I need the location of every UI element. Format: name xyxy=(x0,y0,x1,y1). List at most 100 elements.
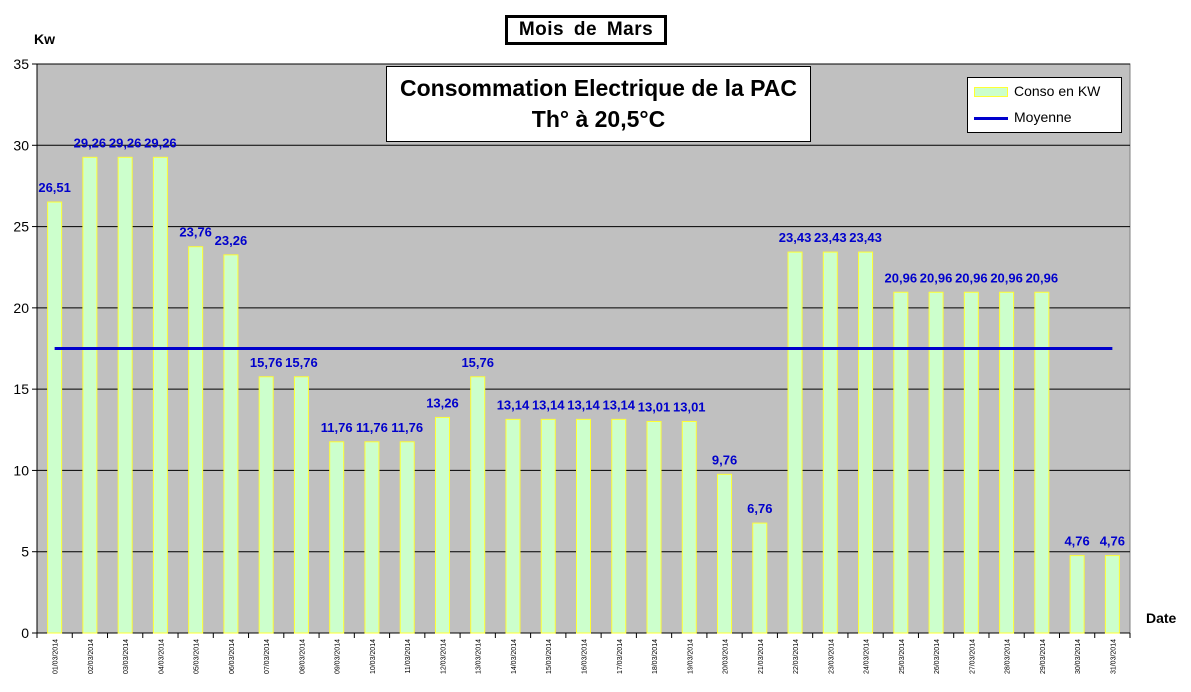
data-label-18: 13,01 xyxy=(638,399,671,414)
x-tick-label-13: 13/03/2014 xyxy=(476,639,483,674)
data-label-4: 29,26 xyxy=(144,135,177,150)
data-label-12: 13,26 xyxy=(426,395,459,410)
bar-27 xyxy=(963,291,979,634)
x-tick-label-18: 18/03/2014 xyxy=(652,639,659,674)
data-label-28: 20,96 xyxy=(990,270,1023,285)
x-tick-label-27: 27/03/2014 xyxy=(969,639,976,674)
x-tick-label-22: 22/03/2014 xyxy=(793,639,800,674)
bar-21 xyxy=(752,522,768,634)
data-label-25: 20,96 xyxy=(885,270,918,285)
x-tick-label-16: 16/03/2014 xyxy=(582,639,589,674)
data-label-5: 23,76 xyxy=(179,225,212,240)
bar-1 xyxy=(47,201,63,634)
bar-18 xyxy=(646,420,662,634)
y-tick-label-5: 5 xyxy=(21,544,29,560)
y-tick-label-30: 30 xyxy=(13,137,29,153)
x-tick-label-7: 07/03/2014 xyxy=(264,639,271,674)
data-label-29: 20,96 xyxy=(1026,270,1059,285)
x-tick-label-17: 17/03/2014 xyxy=(617,639,624,674)
bar-19 xyxy=(681,420,697,634)
data-label-19: 13,01 xyxy=(673,399,706,414)
x-tick-label-30: 30/03/2014 xyxy=(1075,639,1082,674)
bar-4 xyxy=(152,156,168,634)
bar-10 xyxy=(364,441,380,634)
x-tick-label-28: 28/03/2014 xyxy=(1005,639,1012,674)
data-label-7: 15,76 xyxy=(250,355,283,370)
data-label-14: 13,14 xyxy=(497,397,530,412)
x-tick-label-31: 31/03/2014 xyxy=(1110,639,1117,674)
bar-3 xyxy=(117,156,133,634)
x-tick-label-3: 03/03/2014 xyxy=(123,639,130,674)
data-label-16: 13,14 xyxy=(567,397,600,412)
data-label-11: 11,76 xyxy=(391,420,423,435)
data-label-20: 9,76 xyxy=(712,452,737,467)
bar-15 xyxy=(540,418,556,634)
bar-16 xyxy=(576,418,591,634)
x-tick-label-12: 12/03/2014 xyxy=(440,639,447,674)
x-tick-label-26: 26/03/2014 xyxy=(934,639,941,674)
x-tick-label-29: 29/03/2014 xyxy=(1040,639,1047,674)
x-tick-label-2: 02/03/2014 xyxy=(88,639,95,674)
bar-17 xyxy=(611,418,627,634)
legend-swatch-conso xyxy=(974,87,1008,97)
x-tick-label-5: 05/03/2014 xyxy=(194,639,201,674)
data-label-9: 11,76 xyxy=(321,420,353,435)
data-label-3: 29,26 xyxy=(109,135,142,150)
x-tick-label-4: 04/03/2014 xyxy=(158,639,165,674)
x-tick-label-6: 06/03/2014 xyxy=(229,639,236,674)
x-tick-label-24: 24/03/2014 xyxy=(864,639,871,674)
data-label-30: 4,76 xyxy=(1064,534,1089,549)
month-title-box: Mois de Mars xyxy=(505,15,667,45)
data-label-21: 6,76 xyxy=(747,501,772,516)
data-label-17: 13,14 xyxy=(602,397,635,412)
x-tick-label-8: 08/03/2014 xyxy=(299,639,306,674)
bar-30 xyxy=(1069,555,1085,634)
chart-title: Consommation Electrique de la PAC xyxy=(399,75,798,101)
bar-22 xyxy=(787,251,803,634)
data-label-6: 23,26 xyxy=(215,233,248,248)
bar-11 xyxy=(399,441,415,634)
bar-9 xyxy=(329,441,345,634)
x-tick-label-23: 23/03/2014 xyxy=(828,639,835,674)
data-label-2: 29,26 xyxy=(74,135,107,150)
x-tick-label-9: 09/03/2014 xyxy=(335,639,342,674)
bar-20 xyxy=(717,473,733,634)
data-label-8: 15,76 xyxy=(285,355,318,370)
bar-14 xyxy=(505,418,521,634)
y-tick-label-20: 20 xyxy=(13,300,29,316)
legend-label-conso: Conso en KW xyxy=(1014,83,1101,99)
x-tick-label-1: 01/03/2014 xyxy=(53,639,60,674)
data-label-31: 4,76 xyxy=(1100,534,1125,549)
y-tick-label-25: 25 xyxy=(13,219,29,235)
chart-title-box: Consommation Electrique de la PAC Th° à … xyxy=(386,66,811,142)
bar-23 xyxy=(822,251,838,634)
bar-5 xyxy=(188,246,204,634)
x-tick-label-21: 21/03/2014 xyxy=(758,639,765,674)
x-tick-label-15: 15/03/2014 xyxy=(546,639,553,674)
bar-28 xyxy=(999,291,1015,634)
bar-2 xyxy=(82,156,98,634)
x-tick-label-14: 14/03/2014 xyxy=(511,639,518,674)
x-tick-label-25: 25/03/2014 xyxy=(899,639,906,674)
y-tick-label-15: 15 xyxy=(13,381,29,397)
x-tick-label-20: 20/03/2014 xyxy=(723,639,730,674)
x-tick-label-19: 19/03/2014 xyxy=(687,639,694,674)
bar-6 xyxy=(223,254,239,634)
y-axis-label: Kw xyxy=(34,31,55,47)
data-label-1: 26,51 xyxy=(38,180,71,195)
x-tick-label-11: 11/03/2014 xyxy=(405,639,412,674)
legend-swatch-moyenne xyxy=(974,117,1008,120)
bar-24 xyxy=(858,251,874,634)
bar-7 xyxy=(258,376,274,634)
bar-13 xyxy=(470,376,486,634)
bar-8 xyxy=(293,376,309,634)
x-axis-label: Date xyxy=(1146,610,1177,626)
data-label-15: 13,14 xyxy=(532,397,565,412)
legend-label-moyenne: Moyenne xyxy=(1014,109,1072,125)
y-tick-label-0: 0 xyxy=(21,625,29,641)
y-tick-label-35: 35 xyxy=(13,56,29,72)
bar-26 xyxy=(928,291,944,634)
x-tick-label-10: 10/03/2014 xyxy=(370,639,377,674)
chart-subtitle: Th° à 20,5°C xyxy=(531,106,666,132)
